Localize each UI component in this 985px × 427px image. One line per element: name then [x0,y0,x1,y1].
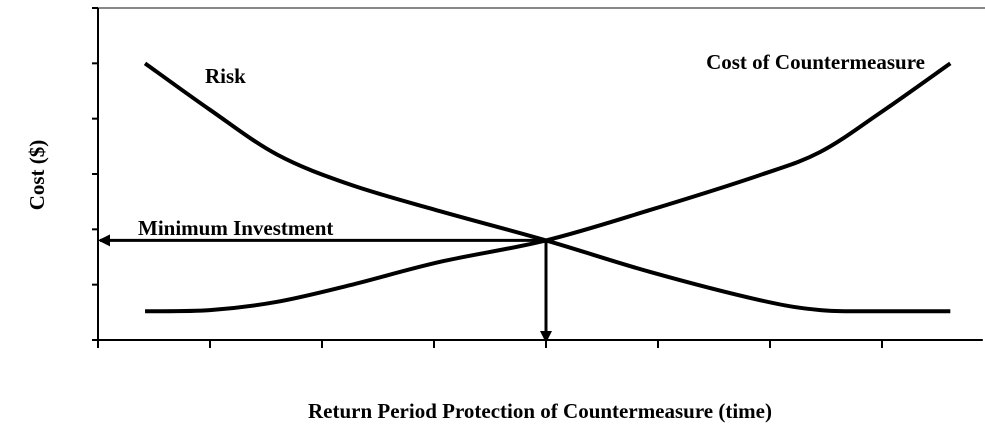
x-axis-label: Return Period Protection of Countermeasu… [308,399,772,423]
series-line [143,61,951,314]
series-line [145,61,952,314]
annotation: Minimum Investment [138,216,333,240]
series-label: Cost of Countermeasure [706,50,925,74]
series-label: Risk [205,64,246,88]
y-axis-label: Cost ($) [25,140,49,211]
